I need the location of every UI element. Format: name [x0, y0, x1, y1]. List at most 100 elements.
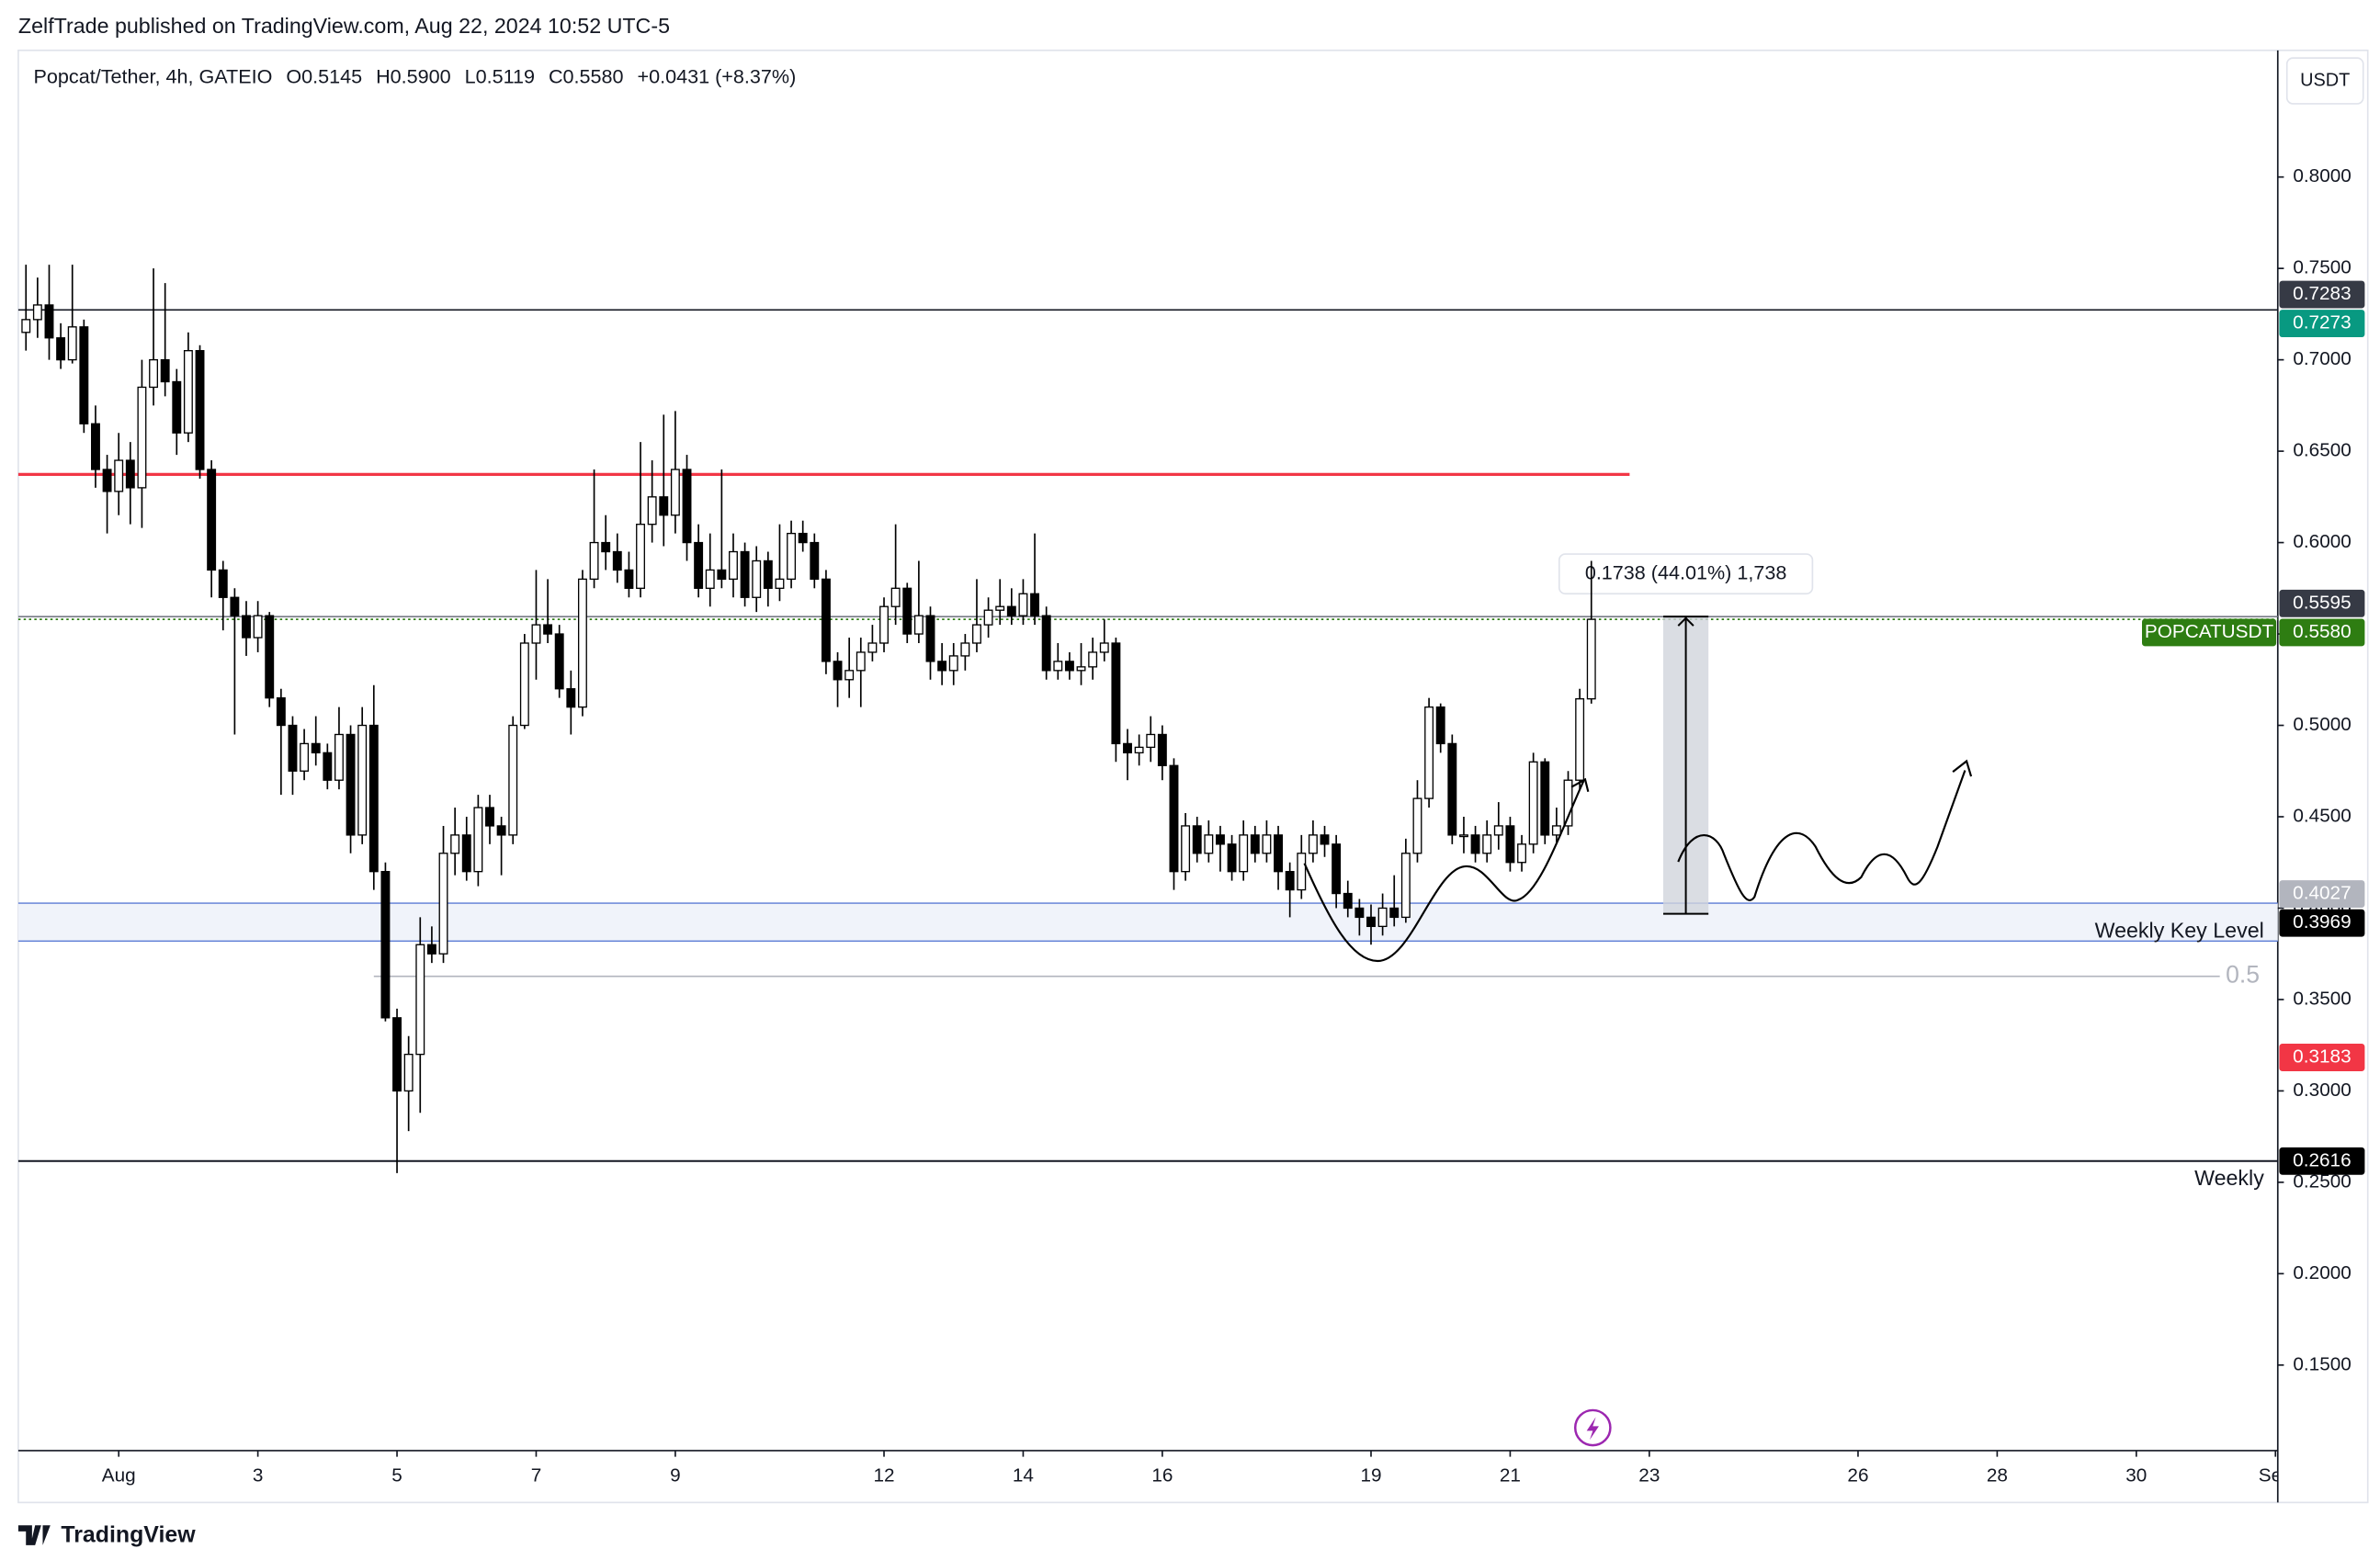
candle-body	[242, 615, 251, 639]
x-tick-label: 12	[873, 1465, 894, 1487]
candle-body	[21, 319, 31, 333]
candle-body	[461, 834, 471, 873]
candle-body	[311, 742, 321, 754]
x-tick-label: 23	[1638, 1465, 1660, 1487]
x-tick-label: 5	[391, 1465, 402, 1487]
event-icon-bolt	[1586, 1417, 1599, 1441]
candle-body	[1041, 615, 1051, 672]
candle-body	[357, 724, 368, 836]
candle-body	[438, 853, 448, 955]
candle-body	[91, 423, 100, 470]
candle-body	[207, 469, 217, 571]
candle-body	[380, 871, 391, 1019]
candle-body	[1575, 698, 1585, 781]
price-badge	[2279, 1147, 2365, 1175]
price-badge	[2279, 280, 2365, 309]
price-badge-label: 0.2616	[2293, 1149, 2351, 1170]
candle-body	[948, 655, 958, 672]
logo-icon	[17, 1525, 51, 1545]
price-badge	[2279, 880, 2365, 909]
candle-body	[740, 550, 750, 598]
y-tick-label: 0.6500	[2293, 440, 2351, 461]
candle-body	[1099, 642, 1109, 653]
candle-body	[32, 304, 42, 321]
candle-body	[1458, 834, 1468, 838]
price-badge-label: 0.7283	[2293, 283, 2351, 304]
symbol-badge	[2142, 618, 2277, 647]
candle-body	[659, 496, 669, 516]
y-tick-label: 0.2500	[2293, 1170, 2351, 1192]
candle-body	[368, 724, 379, 873]
candle-body	[1308, 834, 1318, 854]
candle-body	[1192, 825, 1202, 854]
x-axis: Aug 3 5 7 9 12 14 16 19 21 23 26 28 30 Sep	[102, 1450, 2278, 1487]
candle-body	[1262, 834, 1272, 854]
x-tick-label: 19	[1360, 1465, 1381, 1487]
candle-body	[1123, 742, 1132, 754]
candle-body	[694, 541, 704, 589]
candle-body	[717, 569, 727, 581]
x-tick-label: 9	[670, 1465, 681, 1487]
candle-body	[1227, 843, 1237, 873]
candle-body	[67, 326, 77, 361]
candle-body	[1517, 843, 1526, 864]
y-tick-label: 0.2000	[2293, 1262, 2351, 1283]
candle-body	[1157, 733, 1167, 766]
candle-body	[56, 337, 66, 361]
currency[interactable]: USDT	[2300, 70, 2350, 90]
x-tick-label: 28	[1987, 1465, 2008, 1487]
candle-body	[1181, 825, 1191, 873]
candle-body	[636, 524, 645, 589]
price-badge	[2279, 589, 2365, 617]
price-badge-label: 0.5580	[2293, 621, 2351, 642]
candle-body	[647, 496, 657, 526]
candle-body	[300, 742, 310, 772]
candle-body	[960, 642, 970, 657]
candle-body	[705, 569, 715, 589]
candle-body	[856, 651, 866, 672]
candle-body	[1447, 742, 1457, 836]
candle-body	[1505, 825, 1515, 864]
currency-button[interactable]	[2285, 57, 2364, 105]
candle-body	[1320, 834, 1330, 845]
price-badge-label: 0.3183	[2293, 1046, 2351, 1067]
candle-body	[890, 587, 901, 607]
legend: Popcat/Tether, 4h, GATEIO O0.5145 H0.5900 L…	[34, 64, 797, 87]
candle-body	[1204, 834, 1214, 854]
y-tick-label: 0.8000	[2293, 165, 2351, 187]
candle-body	[137, 386, 147, 489]
candle-body	[1030, 593, 1040, 616]
candle-body	[1146, 733, 1156, 749]
y-tick-label: 0.1500	[2293, 1353, 2351, 1374]
measure-label: 0.1738 (44.01%) 1,738	[1585, 560, 1787, 583]
candle-body	[149, 358, 159, 389]
candle-body	[1343, 892, 1353, 910]
candle-body	[323, 752, 333, 781]
y-tick-label: 0.3500	[2293, 988, 2351, 1009]
price-badge	[2279, 1044, 2365, 1071]
candle-body	[218, 569, 228, 598]
drawing-curve	[1303, 780, 1585, 963]
measure-label-box	[1558, 553, 1814, 595]
candle-body	[125, 459, 135, 489]
candle-body	[624, 569, 634, 589]
candle-body	[1540, 761, 1550, 836]
candle-body	[346, 733, 356, 836]
candle-body	[485, 807, 494, 827]
candle-body	[589, 541, 599, 581]
candle-body	[1332, 843, 1342, 895]
candle-body	[1285, 871, 1295, 891]
candle-body	[1412, 797, 1422, 854]
candle-body	[44, 304, 54, 339]
candle-body	[1088, 651, 1098, 668]
price-badge	[2279, 909, 2365, 937]
legend-title: Popcat/Tether, 4h, GATEIO	[34, 64, 273, 87]
price-badge-label: 0.5595	[2293, 592, 2351, 613]
price-badge-label: 0.3969	[2293, 911, 2351, 933]
candle-body	[1551, 825, 1561, 836]
key-zone	[17, 903, 2278, 942]
candle-body	[1354, 907, 1365, 919]
candle-body	[1064, 661, 1074, 672]
x-tick-label: 3	[253, 1465, 264, 1487]
candle-body	[265, 615, 275, 699]
